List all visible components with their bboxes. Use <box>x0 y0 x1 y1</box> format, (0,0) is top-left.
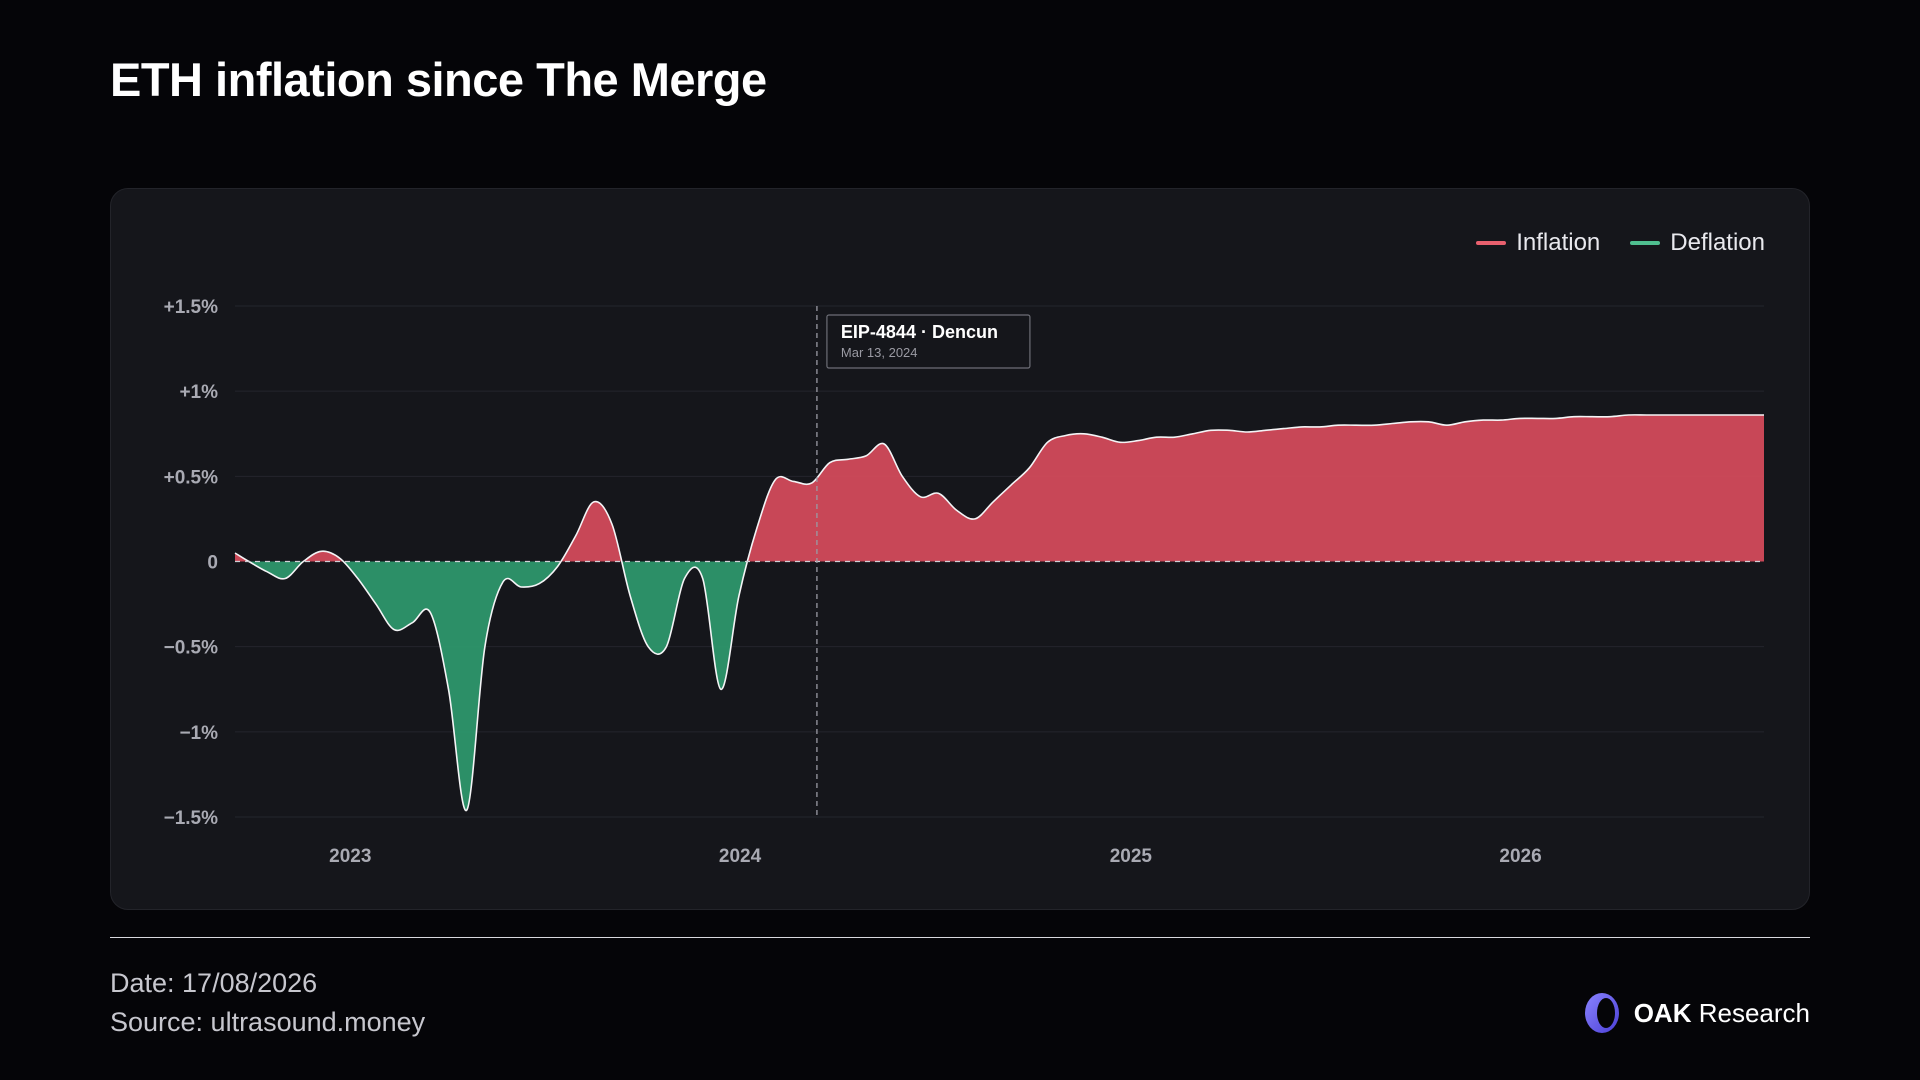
y-tick-label-4: −0.5% <box>164 638 219 659</box>
y-tick-label-2: +0.5% <box>164 467 219 488</box>
series-line <box>234 414 1764 812</box>
y-tick-label-6: −1.5% <box>164 808 219 829</box>
footer-divider <box>110 937 1810 938</box>
deflation-area <box>235 561 1764 811</box>
legend-label-inflation: Inflation <box>1516 229 1601 256</box>
chart-plot: EIP-4844 · Dencun Mar 13, 2024 +1.5% +1% +0… <box>164 297 1764 867</box>
brand-name-bold: OAK <box>1633 997 1692 1028</box>
chart-card: Inflation Deflation EIP-4844 · Dencun Mar… <box>110 188 1810 910</box>
legend-swatch-deflation <box>1630 241 1661 245</box>
chart-legend: Inflation Deflation <box>1476 229 1765 257</box>
x-tick-label-2: 2025 <box>1110 846 1153 867</box>
footer-meta: Date: 17/08/2026 Source: ultrasound.mone… <box>110 964 425 1042</box>
footer-date: Date: 17/08/2026 <box>110 968 318 998</box>
footer-source: Source: ultrasound.money <box>110 1007 426 1037</box>
y-tick-label-1: +1% <box>179 382 218 403</box>
annotation-box <box>826 314 1031 369</box>
legend-item-deflation[interactable]: Deflation <box>1630 229 1765 257</box>
brand-name: OAK Research <box>1634 998 1810 1029</box>
brand-name-rest: Research <box>1698 997 1810 1028</box>
y-tick-label-5: −1% <box>179 723 218 744</box>
y-tick-label-3: 0 <box>207 553 218 574</box>
legend-swatch-inflation <box>1476 241 1507 245</box>
page-title: ETH inflation since The Merge <box>110 53 767 106</box>
annotation-label: EIP-4844 · Dencun <box>841 322 998 342</box>
oak-logo-icon <box>1584 993 1619 1033</box>
y-tick-label-0: +1.5% <box>164 297 219 318</box>
legend-label-deflation: Deflation <box>1670 229 1765 256</box>
brand: OAK Research <box>1584 992 1810 1034</box>
x-tick-label-1: 2024 <box>719 846 762 867</box>
x-tick-label-0: 2023 <box>329 846 371 867</box>
x-tick-label-3: 2026 <box>1499 846 1541 867</box>
annotation-sublabel: Mar 13, 2024 <box>841 345 918 360</box>
inflation-area <box>235 414 1764 562</box>
legend-item-inflation[interactable]: Inflation <box>1476 229 1600 257</box>
